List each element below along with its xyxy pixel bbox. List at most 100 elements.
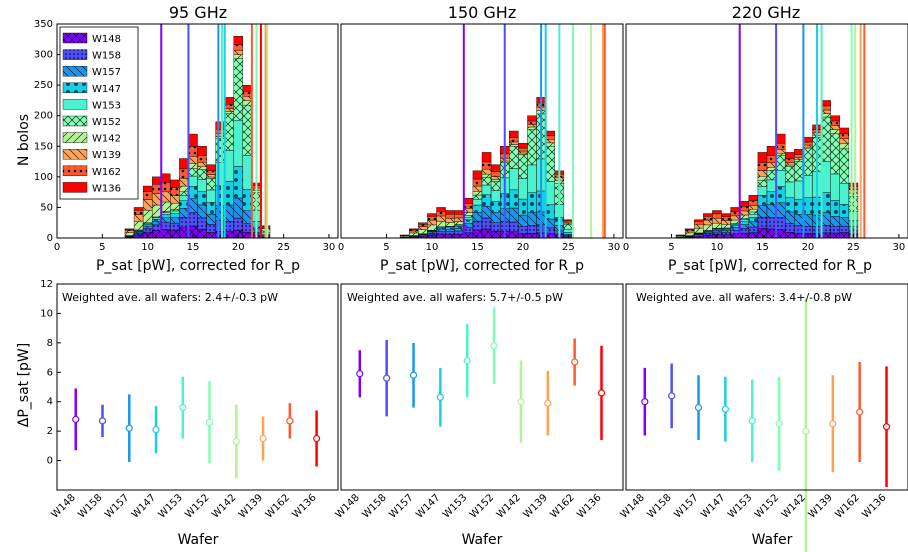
- hist-bar-w153: [767, 180, 776, 192]
- hist-bar-w136: [803, 137, 812, 142]
- hist-bar-pattern: [546, 146, 555, 181]
- hist-bar-pattern: [712, 230, 721, 232]
- wafer-tick-label: W162: [834, 492, 862, 520]
- hist-bar-pattern: [179, 192, 188, 196]
- hist-bar-pattern: [831, 121, 840, 125]
- hist-bar-pattern: [849, 186, 858, 189]
- hist-bar-pattern: [464, 203, 473, 208]
- hist-bar-w136: [703, 214, 712, 217]
- wafer-tick-label: W152: [753, 492, 781, 520]
- hist-bar-w136: [546, 131, 555, 136]
- wafer-tick-label: W142: [495, 492, 523, 520]
- hist-bar-pattern: [188, 186, 197, 198]
- hist-bar-pattern: [179, 178, 188, 186]
- hist-bar-w136: [188, 134, 197, 146]
- hist-bar-pattern: [785, 232, 794, 238]
- hist-bar-pattern: [161, 182, 170, 192]
- weighted-ave-150: Weighted ave. all wafers: 5.7+/-0.5 pW: [347, 291, 563, 304]
- hist-bar-pattern: [712, 223, 721, 228]
- hist-bar-pattern: [527, 121, 536, 124]
- hist-bar-pattern: [446, 234, 455, 238]
- y-tick-label: 200: [34, 111, 53, 122]
- hist-bar-pattern: [243, 189, 252, 210]
- hist-bar-w153: [840, 183, 849, 204]
- hist-bar-pattern: [767, 192, 776, 205]
- hist-bar-w136: [509, 131, 518, 138]
- hist-bar-pattern: [491, 180, 500, 182]
- hist-bar-pattern: [409, 231, 418, 233]
- x-tick-label: 10: [426, 242, 439, 253]
- hist-bar-w136: [134, 207, 143, 210]
- hist-bar-pattern: [455, 218, 464, 222]
- wafer-tick-label: W158: [361, 492, 389, 520]
- hist-bar-pattern: [216, 231, 225, 238]
- hist-bar-pattern: [527, 233, 536, 238]
- point-w139: [260, 436, 266, 442]
- ylabel-top: N bolos: [16, 114, 32, 166]
- hist-bar-pattern: [482, 169, 491, 174]
- hist-bar-pattern: [509, 208, 518, 222]
- histogram-panels: 0 5 10 15 20 25 300501001502002503003500 5 10 15 2…: [34, 19, 908, 253]
- hist-bar-pattern: [546, 219, 555, 228]
- hist-bar-pattern: [831, 134, 840, 174]
- hist-bar-w136: [143, 186, 152, 192]
- hist-bar-pattern: [731, 216, 740, 220]
- hist-bar-pattern: [767, 163, 776, 168]
- hist-bar-pattern: [758, 176, 767, 180]
- hist-bar-pattern: [831, 200, 840, 216]
- hist-bar-w153: [776, 170, 785, 186]
- hist-bar-pattern: [234, 198, 243, 218]
- hist-bar-pattern: [527, 225, 536, 233]
- hist-bar-pattern: [418, 224, 427, 226]
- hist-bar-w153: [822, 161, 831, 192]
- hist-bar-pattern: [794, 161, 803, 181]
- hist-bar-pattern: [776, 229, 785, 238]
- hist-bar-w136: [427, 214, 436, 217]
- hist-bar-w136: [225, 97, 234, 104]
- hist-bar-pattern: [152, 184, 161, 194]
- hist-bar-pattern: [188, 169, 197, 176]
- hist-bar-pattern: [464, 220, 473, 224]
- x-tick-label: 15: [471, 242, 484, 253]
- hist-bar-pattern: [822, 110, 831, 114]
- legend-label-w139: W139: [92, 150, 121, 161]
- hist-bar-w136: [518, 143, 527, 148]
- hist-bar-pattern: [803, 147, 812, 149]
- hist-bar-pattern: [152, 230, 161, 238]
- x-tick-label: 5: [383, 242, 389, 253]
- hist-bar-pattern: [731, 226, 740, 228]
- hist-bar-w153: [564, 229, 573, 232]
- y-tick-label: 50: [40, 202, 53, 213]
- hist-bar-w136: [207, 165, 216, 171]
- hist-bar-pattern: [749, 233, 758, 238]
- hist-bar-pattern: [527, 193, 536, 213]
- hist-bar-pattern: [134, 233, 143, 235]
- legend-label-w147: W147: [92, 84, 121, 95]
- hist-bar-pattern: [170, 218, 179, 224]
- hist-bar-pattern: [731, 228, 740, 231]
- hist-bar-w153: [785, 182, 794, 198]
- hist-bar-pattern: [455, 228, 464, 231]
- xlabel-psat-150: P_sat [pW], corrected for R_p: [380, 258, 584, 274]
- xlabel-wafer-220: Wafer: [752, 532, 793, 548]
- x-tick-label: 15: [187, 242, 200, 253]
- hist-bar-pattern: [198, 167, 207, 170]
- hist-bar-pattern: [785, 165, 794, 167]
- wafer-tick-label: W136: [290, 492, 318, 520]
- hist-bar-pattern: [216, 137, 225, 139]
- hist-bar-pattern: [243, 105, 252, 155]
- point-w157: [696, 405, 702, 411]
- point-w162: [572, 359, 578, 365]
- hist-bar-pattern: [785, 163, 794, 165]
- legend-label-w158: W158: [92, 51, 121, 62]
- hist-bar-pattern: [694, 221, 703, 224]
- x-tick-label: 30: [323, 242, 336, 253]
- hist-bar-pattern: [152, 194, 161, 205]
- hist-bar-pattern: [455, 234, 464, 238]
- hist-bar-pattern: [125, 231, 134, 233]
- hist-bar-pattern: [767, 229, 776, 238]
- hist-bar-w136: [685, 229, 694, 230]
- hist-bar-pattern: [207, 202, 216, 214]
- hist-bar-pattern: [740, 215, 749, 218]
- hist-bar-pattern: [225, 111, 234, 113]
